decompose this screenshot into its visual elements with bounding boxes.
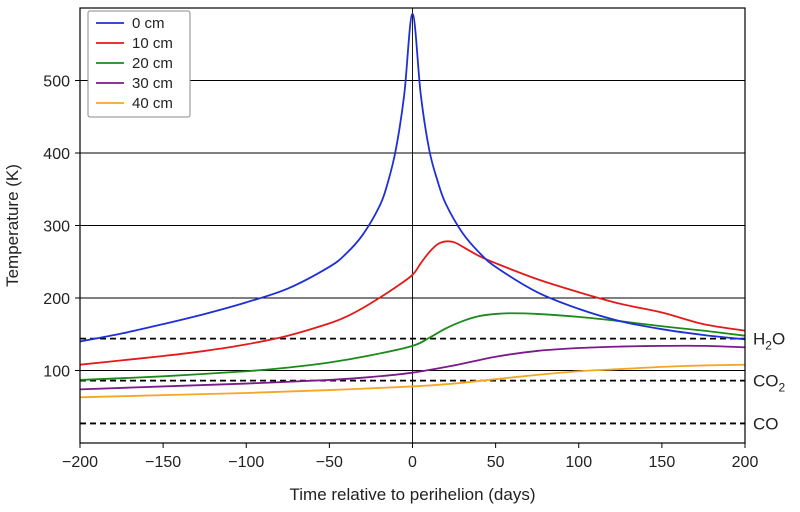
legend-label-2: 20 cm	[132, 55, 173, 72]
legend-label-3: 30 cm	[132, 75, 173, 92]
x-tick-label-2: −100	[228, 454, 264, 471]
x-tick-label-0: −200	[62, 454, 98, 471]
series-line-3	[79, 344, 746, 391]
y-tick-label-1: 200	[43, 291, 70, 308]
y-tick-label-2: 300	[43, 219, 70, 236]
ice-label-2: CO	[753, 414, 779, 433]
x-tick-label-7: 150	[649, 454, 676, 471]
y-tick-label-0: 100	[43, 364, 70, 381]
legend-label-4: 40 cm	[132, 95, 173, 112]
x-tick-label-6: 100	[565, 454, 592, 471]
x-tick-label-5: 50	[487, 454, 505, 471]
y-axis-title: Temperature (K)	[3, 164, 22, 287]
series-line-1	[79, 240, 746, 366]
legend: 0 cm 10 cm 20 cm 30 cm 40 cm	[87, 10, 191, 118]
grid-lines	[80, 8, 745, 443]
y-tick-label-4: 500	[43, 74, 70, 91]
x-axis-ticks: −200 −150 −100 −50 0 50 100 150 200	[62, 443, 758, 471]
y-axis-ticks: 100 200 300 400 500	[43, 74, 80, 381]
x-axis-title: Time relative to perihelion (days)	[290, 485, 536, 504]
legend-box	[87, 10, 191, 118]
legend-label-1: 10 cm	[132, 35, 173, 52]
series-line-4	[79, 363, 746, 399]
ice-label-1: CO2	[753, 372, 786, 395]
series-lines	[79, 12, 746, 399]
x-tick-label-1: −150	[145, 454, 181, 471]
legend-label-0: 0 cm	[132, 15, 165, 32]
x-tick-label-8: 200	[732, 454, 759, 471]
ice-label-0: H2O	[753, 330, 785, 353]
series-line-0	[79, 12, 746, 343]
ice-sublimation-lines	[80, 337, 745, 425]
ice-labels: H2O CO2 CO	[753, 330, 786, 434]
x-tick-label-4: 0	[408, 454, 417, 471]
y-tick-label-3: 400	[43, 146, 70, 163]
x-tick-label-3: −50	[316, 454, 343, 471]
